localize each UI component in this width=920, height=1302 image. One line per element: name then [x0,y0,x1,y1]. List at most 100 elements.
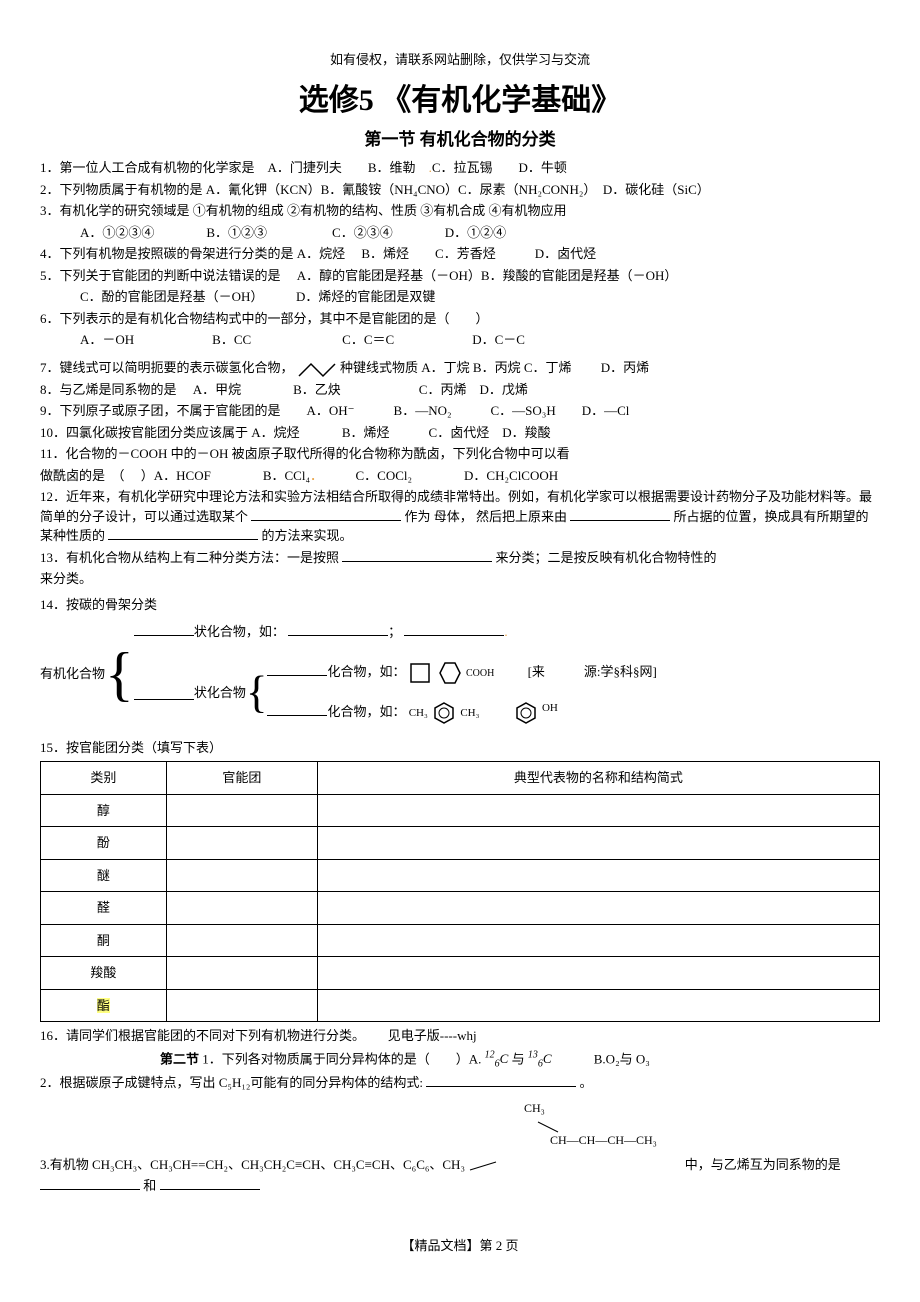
tree-root-label: 有机化合物 [40,664,105,684]
brace-icon: { [105,644,134,704]
section-2-q2: 2．根据碳原子成键特点，写出 C₅H₁₂可能有的同分异构体的结构式: 。 [40,1073,880,1093]
section-2-q3-end: 和 [40,1176,880,1196]
blank [570,507,670,521]
row-label: 醚 [41,859,167,892]
section-2-q1: 第二节 1．下列各对物质属于同分异构体的是（ ）A. 126C 与 136C B… [40,1048,880,1072]
oh-label: OH [542,702,558,714]
question-7: 7．键线式可以简明扼要的表示碳氢化合物， 种键线式物质 A．丁烷 B．丙烷 C．… [40,358,880,378]
s2q1-c: B.O₂与 O₃ [555,1051,650,1066]
ch3-label: CH₃ [460,707,479,719]
square-icon [409,662,431,684]
row-label: 酯 [41,989,167,1022]
tree-a-label: 状化合物，如： [194,624,285,639]
question-5-opts: C．酚的官能团是羟基（－OH） D．烯烃的官能团是双键 [40,287,880,307]
q13a: 13．有机化合物从结构上有二种分类方法：一是按照 [40,550,339,565]
row-label: 醇 [41,794,167,827]
tree-note: [来 源:学§科§网] [528,664,657,679]
q7-a: 7．键线式可以简明扼要的表示碳氢化合物， [40,360,294,375]
table-row: 醇 [41,794,880,827]
cooh-label: COOH [466,668,494,679]
ch3-label: CH₃ [409,707,428,719]
benzene-icon [431,700,457,726]
blank [160,1176,260,1190]
s2q3-a: 3.有机物 CH₃CH₃、CH₃CH==CH₂、CH₃CH₂C≡CH、CH₃C≡… [40,1157,465,1172]
table-row: 酮 [41,924,880,957]
q13b: 来分类；二是按反映有机化合物特性的 [496,550,717,565]
tree-b-label: 状化合物 [194,683,246,703]
table-row: 酯 [41,989,880,1022]
tree-branch-c: 化合物，如： COOH [来 源:学§科§网] [267,660,656,686]
structure-formula: CH₃ CH—CH—CH—CH₃ [500,1099,880,1149]
bond-line-icon [468,1160,498,1172]
s2q1-b: 与 [512,1051,525,1066]
q1-c-prefix: C． [432,160,454,175]
zigzag-icon [297,360,337,378]
question-11b: 做酰卤的是 （ ）A．HCOF B．CCl₄． C．COCl₂ D．CH₂ClC… [40,466,880,486]
s2q3-b: 中，与乙烯互为同系物的是 [685,1157,841,1172]
blank [288,622,388,636]
s2q2-text: 2．根据碳原子成键特点，写出 C₅H₁₂可能有的同分异构体的结构式: [40,1075,423,1090]
section1-title: 第一节 有机化合物的分类 [40,127,880,153]
section2-title: 第二节 [160,1051,199,1066]
question-6: 6．下列表示的是有机化合物结构式中的一部分，其中不是官能团的是（ ） [40,309,880,329]
row-label: 醛 [41,892,167,925]
classification-tree: 有机化合物 { 状化合物，如： ； . 状化合物 { 化合物，如： COOH [… [40,622,880,726]
question-5: 5．下列关于官能团的判断中说法错误的是 A．醇的官能团是羟基（－OH）B．羧酸的… [40,266,880,286]
table-row: 酚 [41,827,880,860]
hexagon-icon [434,660,466,686]
tree-d-label: 化合物，如： [327,704,405,719]
question-13: 13．有机化合物从结构上有二种分类方法：一是按照 来分类；二是按反映有机化合物特… [40,548,880,568]
page-footer: 【精品文档】第 2 页 [40,1236,880,1256]
blank [267,662,327,676]
s2q1-a: 1．下列各对物质属于同分异构体的是（ ）A. [202,1051,481,1066]
question-3: 3．有机化学的研究领域是 ①有机物的组成 ②有机物的结构、性质 ③有机合成 ④有… [40,201,880,221]
row-label: 酚 [41,827,167,860]
blank [404,622,504,636]
question-6-opts: A．－OH B．CC C．C＝C D．C－C [40,330,880,350]
section-2-q3: 3.有机物 CH₃CH₃、CH₃CH==CH₂、CH₃CH₂C≡CH、CH₃C≡… [40,1155,880,1175]
question-2: 2．下列物质属于有机物的是 A．氰化钾（KCN）B．氰酸铵（NH₄CNO）C．尿… [40,180,880,200]
table-row: 醚 [41,859,880,892]
struct-ch3: CH₃ [500,1099,880,1117]
q11b-a: 做酰卤的是 （ ）A．HCOF B．CCl₄ [40,468,310,483]
s2q3-c: 和 [143,1178,156,1193]
tree-c-label: 化合物，如： [327,664,405,679]
blank [40,1176,140,1190]
dot-icon [466,382,479,397]
col-group: 官能团 [166,762,317,795]
question-12: 12．近年来，有机化学研究中理论方法和实验方法相结合所取得的成绩非常特出。例如，… [40,487,880,546]
q8-d: D．戊烯 [480,382,528,397]
struct-chain: CH—CH—CH—CH₃ [500,1131,880,1149]
question-11: 11．化合物的－COOH 中的－OH 被卤原子取代所得的化合物称为酰卤，下列化合… [40,444,880,464]
question-15: 15．按官能团分类（填写下表） [40,738,880,758]
blank [108,526,258,540]
blank [267,702,327,716]
table-header-row: 类别 官能团 典型代表物的名称和结构简式 [41,762,880,795]
question-14: 14．按碳的骨架分类 [40,595,880,615]
blank [134,622,194,636]
question-10: 10．四氯化碳按官能团分类应该属于 A．烷烃 B．烯烃 C．卤代烃 D．羧酸 [40,423,880,443]
isotope-12c: 126C [485,1051,509,1066]
table-row: 醛 [41,892,880,925]
q1-text: 1．第一位人工合成有机物的化学家是 A．门捷列夫 B．维勒 [40,160,429,175]
q11b-b: C．COCl₂ D．CH₂ClCOOH [317,468,559,483]
q12d: 的方法来实现。 [262,528,353,543]
s2q2-end: 。 [580,1075,593,1090]
question-13c: 来分类。 [40,569,880,589]
q8-text: 8．与乙烯是同系物的是 A．甲烷 B．乙炔 C．丙烯 [40,382,466,397]
row-label: 羧酸 [41,957,167,990]
q12b: 作为 母体， 然后把上原来由 [405,509,568,524]
brace-icon: { [246,670,268,715]
copyright-note: 如有侵权，请联系网站删除，仅供学习与交流 [40,50,880,70]
question-1: 1．第一位人工合成有机物的化学家是 A．门捷列夫 B．维勒 .C．拉瓦锡 D．牛… [40,158,880,178]
blank [134,686,194,700]
benzene-icon [513,700,539,726]
isotope-13c: 136C [528,1051,552,1066]
col-example: 典型代表物的名称和结构简式 [317,762,879,795]
tree-branch-d: 化合物，如： CH₃ CH₃ OH [267,700,656,726]
blank [342,548,492,562]
q1-c: 拉瓦锡 [453,160,492,175]
tree-branch-b: 状化合物 { 化合物，如： COOH [来 源:学§科§网] 化合物，如： CH… [134,660,657,726]
q1-d: D．牛顿 [493,160,567,175]
dot-icon: . [504,624,507,639]
